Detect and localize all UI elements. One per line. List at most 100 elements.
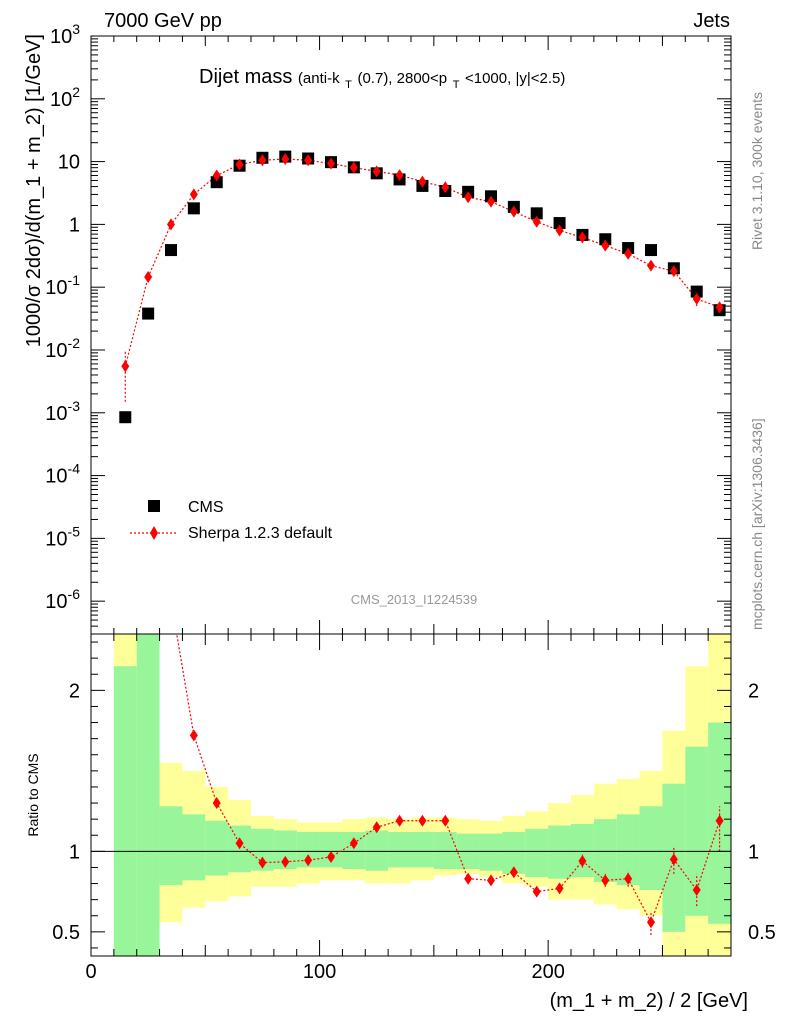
ratio-mc-point (487, 874, 495, 887)
ratio-y-tick-label-left: 0.5 (52, 922, 80, 944)
cms-point (119, 411, 132, 424)
mc-point (418, 175, 427, 188)
mc-point (715, 301, 724, 314)
side-label-mcplots: mcplots.cern.ch [arXiv:1306.3436] (749, 418, 765, 630)
plot-title-sub-mid: (0.7), 2800<p (357, 70, 447, 87)
ratio-mc-point (304, 854, 313, 867)
ratio-band-inner (571, 823, 594, 878)
plot-title-sub-prefix: (anti-k (298, 70, 340, 87)
x-tick-label: 0 (85, 961, 96, 983)
ratio-band-inner (251, 828, 274, 871)
cms-point (530, 207, 543, 220)
cms-point (187, 202, 200, 215)
mc-point (578, 231, 587, 244)
main-plot-frame (90, 35, 732, 635)
main-y-tick-label: 10-1 (45, 272, 80, 299)
ratio-mc-point (692, 883, 701, 896)
mc-point (487, 195, 495, 208)
main-y-tick-label-base: 10 (45, 340, 67, 362)
ratio-mc-point (418, 814, 427, 827)
ratio-mc-point (349, 837, 358, 850)
main-y-tick-label-exp: -6 (68, 586, 81, 602)
ratio-band-inner (136, 634, 160, 956)
side-label-rivet: Rivet 3.1.10, 300k events (749, 92, 765, 250)
main-y-tick-label: 102 (50, 84, 80, 111)
ratio-mc-point (212, 797, 221, 810)
main-y-tick-label-base: 10 (45, 403, 67, 425)
ratio-band-inner (296, 832, 320, 868)
ratio-band-inner (342, 832, 366, 870)
ratio-mc-point (555, 882, 564, 895)
plot-title-sub-t2: T (453, 79, 460, 91)
mc-point (669, 265, 678, 278)
ratio-mc-line (176, 634, 721, 924)
ratio-mc-point (395, 814, 404, 827)
mc-point (304, 154, 313, 167)
main-y-tick-label-base: 10 (58, 152, 80, 174)
ratio-mc-series (176, 634, 724, 936)
main-y-tick-label: 1 (69, 214, 80, 236)
cms-point (165, 244, 177, 257)
main-y-tick-label: 10-5 (45, 523, 80, 550)
ratio-bands (113, 634, 731, 956)
cms-point (645, 244, 657, 257)
main-y-tick-label-base: 10 (45, 466, 67, 488)
ratio-mc-point (578, 855, 587, 868)
main-y-tick-label-base: 1 (69, 214, 80, 236)
ratio-mc-point (441, 814, 450, 827)
ratio-y-tick-label-left: 1 (69, 841, 80, 863)
ratio-x-tick-labels: 0 100 200 (85, 961, 564, 983)
ratio-mc-point (509, 866, 518, 879)
main-y-tick-label-exp: -2 (68, 335, 81, 351)
main-y-tick-label: 10 (58, 152, 80, 174)
mc-point (235, 158, 244, 171)
main-y-tick-label-base: 10 (50, 89, 72, 111)
ratio-mc-point (532, 885, 541, 898)
ratio-panel: 0.5 0.5 1 1 2 2 0 100 200 (52, 633, 776, 983)
ratio-mc-point (647, 916, 655, 929)
ratio-band-inner (616, 814, 640, 886)
ratio-y-axis-label: Ratio to CMS (25, 753, 41, 836)
mc-point (441, 181, 450, 194)
main-y-tick-label-exp: -1 (68, 272, 81, 288)
ratio-band-inner (319, 832, 343, 868)
main-y-tick-label: 10-3 (45, 398, 80, 425)
ratio-mc-point (601, 874, 610, 887)
main-y-tick-label-base: 10 (50, 26, 72, 48)
mc-point (281, 152, 290, 165)
mc-point (532, 215, 541, 228)
legend-data-marker (148, 500, 160, 512)
main-y-tick-label-exp: -5 (68, 523, 81, 539)
mc-point (601, 239, 610, 252)
mc-point (395, 169, 404, 182)
main-y-tick-label: 103 (50, 21, 80, 48)
main-axis-ticks (90, 35, 732, 635)
plot-title-sub-suffix: <1000, |y|<2.5) (465, 70, 565, 87)
header-left: 7000 GeV pp (104, 10, 222, 32)
main-y-tick-label-base: 10 (45, 528, 67, 550)
plot-title: Dijet mass (anti-k T (0.7), 2800<p T <10… (199, 66, 565, 93)
ratio-band-inner (433, 832, 457, 870)
ratio-band-inner (159, 806, 183, 886)
ratio-mc-point (281, 855, 290, 868)
cms-point (553, 217, 566, 230)
ratio-band-inner (593, 819, 617, 882)
legend: CMS Sherpa 1.2.3 default (130, 499, 333, 542)
mc-point (189, 188, 198, 201)
ratio-mc-point (669, 853, 678, 866)
ratio-band-inner (273, 830, 297, 870)
x-tick-label: 100 (303, 961, 336, 983)
main-y-tick-label-base: 10 (45, 277, 67, 299)
ratio-mc-point (372, 821, 381, 834)
ratio-y-tick-label-right: 2 (748, 680, 759, 702)
main-y-axis-label: 1000/σ 2dσ)/d(m_1 + m_2) [1/GeV] (23, 34, 45, 347)
main-y-tick-label: 10-2 (45, 335, 80, 362)
cms-point (142, 307, 155, 320)
ratio-mc-point (327, 850, 335, 863)
ratio-band-inner (525, 828, 549, 878)
ratio-band-inner (502, 832, 526, 874)
mc-point (647, 259, 655, 272)
main-y-tick-label-exp: 2 (72, 84, 80, 100)
